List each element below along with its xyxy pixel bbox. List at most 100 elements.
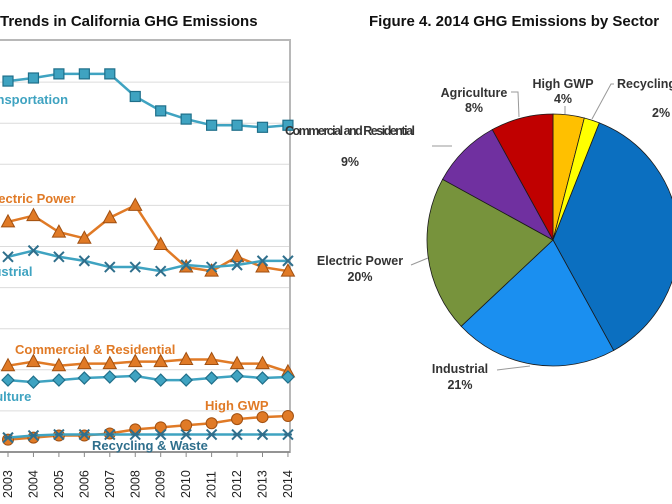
data-point <box>77 230 92 244</box>
data-point <box>78 428 91 441</box>
pie-label-high-gwp-name: High GWP <box>532 77 593 91</box>
x-tick-label: 2008 <box>128 470 142 498</box>
pie-label-commercial-residential: Commercial and Residential 9% <box>285 124 415 169</box>
pie-label-electric-pct: 20% <box>347 270 372 284</box>
data-point <box>26 207 41 222</box>
data-point <box>102 209 118 224</box>
data-point <box>229 248 245 263</box>
pie-label-recycling-name: Recycling & Waste <box>617 77 672 91</box>
series-line <box>7 374 289 384</box>
data-point <box>154 428 167 441</box>
pie-label-agriculture-pct: 8% <box>465 101 483 115</box>
series-line <box>7 433 288 439</box>
data-point <box>53 68 65 80</box>
data-point <box>231 259 243 271</box>
pie-label-agriculture: Agriculture 8% <box>441 86 508 115</box>
data-point <box>128 369 143 383</box>
pie-label-electric-power: Electric Power 20% <box>317 254 403 284</box>
pie-label-industrial-pct: 21% <box>447 378 472 392</box>
data-point <box>1 373 15 387</box>
pie-slice-industrial <box>460 239 615 367</box>
data-point <box>231 428 243 441</box>
data-point <box>2 431 14 444</box>
data-point <box>255 371 270 385</box>
data-point <box>51 224 67 238</box>
data-point <box>104 428 116 441</box>
data-point <box>179 373 193 387</box>
x-tick-label: 2005 <box>52 470 66 498</box>
data-point <box>104 261 116 273</box>
data-point <box>27 431 40 444</box>
label-recycling-waste: Recycling & Waste <box>92 438 208 453</box>
data-point <box>129 90 141 103</box>
series-transportation <box>2 68 294 133</box>
pie-leader-lines <box>410 83 614 371</box>
data-point <box>180 419 193 432</box>
data-point <box>129 428 141 441</box>
data-point <box>26 353 41 368</box>
x-tick-label: 2009 <box>154 470 168 498</box>
data-point <box>2 251 14 263</box>
data-point <box>153 353 169 368</box>
data-point <box>230 369 244 383</box>
data-point <box>255 355 270 370</box>
series-line <box>7 249 288 273</box>
data-point <box>204 351 219 366</box>
x-tick-label: 2007 <box>103 470 117 498</box>
pie-label-recycling-pct: 2% <box>652 106 670 120</box>
data-point <box>205 417 218 430</box>
series-lines <box>0 68 296 446</box>
data-point <box>53 251 65 263</box>
data-point <box>77 371 92 385</box>
data-point <box>51 357 67 372</box>
data-point <box>0 357 16 372</box>
data-point <box>256 428 269 441</box>
label-commercial-residential: Commercial & Residential <box>15 342 175 357</box>
x-tick-label: 2010 <box>179 470 193 498</box>
series-industrial <box>2 244 294 277</box>
data-point <box>282 428 294 441</box>
data-point <box>229 355 245 370</box>
x-tick-label: 2003 <box>1 470 15 498</box>
series-line <box>7 203 289 273</box>
data-point <box>127 197 143 211</box>
data-point <box>102 355 118 370</box>
data-point <box>282 119 294 131</box>
pie-label-commercial-pct: 9% <box>341 155 359 169</box>
pie-chart-title: Figure 4. 2014 GHG Emissions by Sector <box>369 13 659 30</box>
data-point <box>0 213 16 228</box>
data-point <box>231 413 244 426</box>
pie-chart <box>426 113 672 367</box>
data-point <box>255 259 270 273</box>
data-point <box>52 373 66 387</box>
label-transportation: Transportation <box>0 92 68 107</box>
pie-label-high-gwp: High GWP 4% <box>532 77 593 106</box>
data-point <box>180 113 192 125</box>
data-point <box>180 259 192 271</box>
x-tick-label: 2011 <box>205 471 219 498</box>
data-point <box>2 433 14 446</box>
data-point <box>27 244 40 257</box>
x-tick-label: 2006 <box>77 470 91 498</box>
data-point <box>280 263 296 277</box>
data-point <box>104 68 116 80</box>
series-commercial-residential <box>0 351 296 378</box>
data-point <box>204 371 219 385</box>
line-chart-title: Trends in California GHG Emissions <box>0 13 258 30</box>
data-point <box>206 119 218 131</box>
label-electric-power: Electric Power <box>0 191 76 206</box>
series-electric-power <box>0 197 296 277</box>
data-point <box>282 255 294 267</box>
pie-label-industrial: Industrial 21% <box>432 362 488 392</box>
data-point <box>127 353 143 368</box>
pie-slice-agriculture <box>491 113 554 241</box>
data-point <box>154 265 167 277</box>
data-point <box>205 261 218 273</box>
x-tick-label: 2014 <box>281 470 295 498</box>
pie-label-industrial-name: Industrial <box>432 362 488 376</box>
data-point <box>256 121 269 133</box>
data-point <box>129 261 141 273</box>
data-point <box>178 351 194 366</box>
data-point <box>78 68 90 80</box>
data-point <box>281 370 295 384</box>
